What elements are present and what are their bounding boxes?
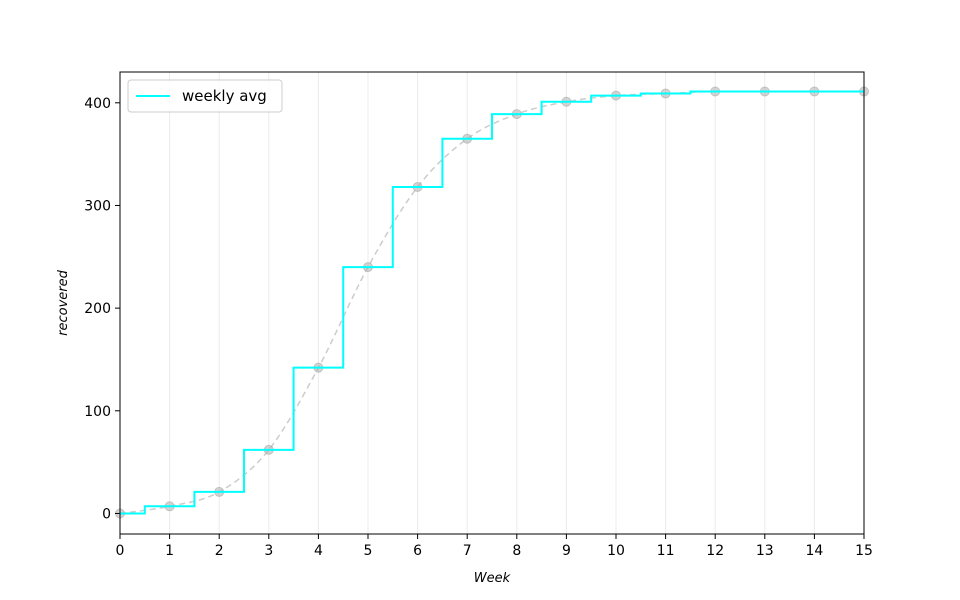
x-tick-label-3: 3	[264, 543, 273, 559]
x-tick-label-13: 13	[756, 543, 774, 559]
plot-background	[120, 72, 864, 534]
legend-box	[127, 79, 283, 113]
legend: weekly avg	[127, 79, 283, 113]
step-series-line	[120, 90, 864, 515]
plot-frame	[119, 71, 865, 535]
y-tick-label-0: 0	[102, 506, 111, 522]
x-tick-label-2: 2	[215, 543, 224, 559]
y-axis-ticks: 0 100 200 300 400	[84, 96, 120, 522]
grid-lines	[119, 72, 865, 534]
y-tick-label-300: 300	[84, 198, 111, 214]
x-tick-label-6: 6	[413, 543, 422, 559]
x-tick-label-7: 7	[463, 543, 472, 559]
legend-label-weekly-avg: weekly avg	[182, 87, 267, 105]
x-tick-label-12: 12	[706, 543, 724, 559]
x-tick-label-15: 15	[855, 543, 873, 559]
x-axis-ticks: 0 1 2 3 4 5 6 7 8 9 10 11 12 13 14 15	[116, 534, 873, 559]
x-tick-label-14: 14	[805, 543, 823, 559]
x-tick-label-11: 11	[657, 543, 675, 559]
y-tick-label-100: 100	[84, 404, 111, 420]
x-tick-label-9: 9	[562, 543, 571, 559]
x-tick-label-5: 5	[364, 543, 373, 559]
x-tick-label-1: 1	[165, 543, 174, 559]
x-tick-label-4: 4	[314, 543, 323, 559]
y-tick-label-400: 400	[84, 96, 111, 112]
x-axis-title: Week	[474, 571, 511, 586]
y-axis-title: recovered	[56, 269, 71, 335]
x-tick-label-10: 10	[607, 543, 625, 559]
step-series	[120, 90, 864, 515]
y-tick-label-200: 200	[84, 301, 111, 317]
x-tick-label-8: 8	[512, 543, 521, 559]
x-tick-label-0: 0	[116, 543, 125, 559]
